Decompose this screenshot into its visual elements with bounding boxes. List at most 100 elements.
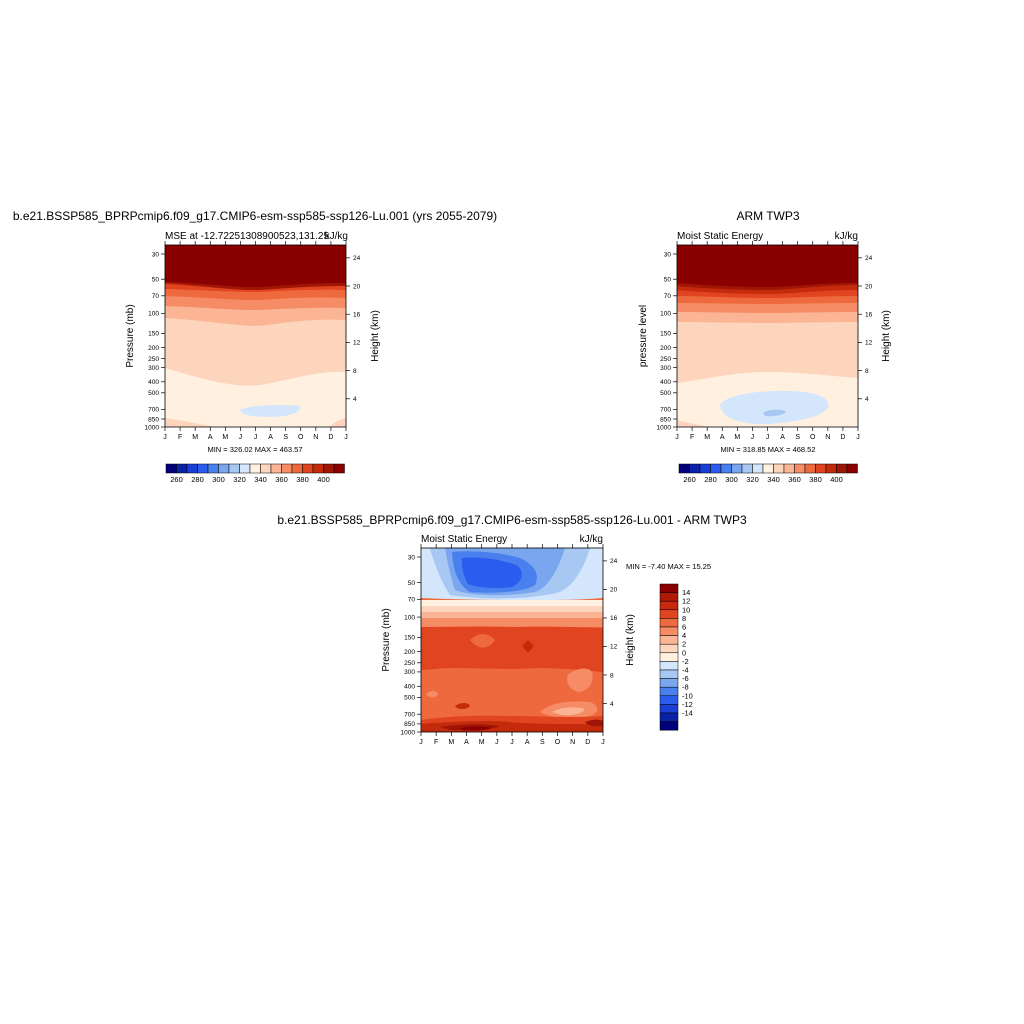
- y-right-tick-label: 8: [353, 368, 357, 375]
- x-tick-label: J: [751, 434, 755, 441]
- panel-diff-stats: MIN = -7.40 MAX = 15.25: [626, 562, 711, 571]
- x-tick-label: M: [192, 434, 198, 441]
- x-tick-label: D: [328, 434, 333, 441]
- colorbar-box: [659, 609, 679, 619]
- x-tick-label: J: [163, 434, 167, 441]
- colorbar-label: -2: [682, 657, 689, 666]
- colorbar-label: 380: [296, 475, 309, 484]
- colorbar-label: 280: [704, 475, 717, 484]
- y-tick-label: 30: [664, 251, 672, 258]
- colorbar-label: 6: [682, 623, 686, 632]
- colorbar-box: [699, 463, 711, 474]
- panel-obs-ylabel: pressure level: [638, 305, 649, 367]
- colorbar-label: -14: [682, 709, 693, 718]
- colorbar-box: [165, 463, 177, 474]
- panel-model-subtitle: MSE at -12.72251308900523,131.25: [165, 231, 329, 242]
- x-tick-label: J: [510, 739, 514, 746]
- colorbar-label: -4: [682, 666, 689, 675]
- y-tick-label: 250: [404, 660, 415, 667]
- x-tick-label: S: [540, 739, 545, 746]
- colorbar-box: [659, 643, 679, 654]
- x-tick-label: A: [525, 739, 530, 746]
- x-tick-label: O: [298, 434, 304, 441]
- colorbar-box: [228, 463, 240, 474]
- colorbar-label: 400: [830, 475, 843, 484]
- colorbar-box: [773, 463, 785, 474]
- y-tick-label: 500: [404, 695, 415, 702]
- y-right-tick-label: 8: [865, 368, 869, 375]
- colorbar-box: [659, 583, 679, 593]
- x-tick-label: M: [734, 434, 740, 441]
- y-tick-label: 700: [404, 711, 415, 718]
- x-tick-label: J: [495, 739, 499, 746]
- y-right-tick-label: 8: [610, 672, 614, 679]
- colorbar-box: [836, 463, 848, 474]
- x-tick-label: J: [856, 434, 860, 441]
- y-tick-label: 30: [152, 251, 160, 258]
- y-right-tick-label: 12: [353, 340, 361, 347]
- panel-obs-contours: [677, 245, 858, 427]
- colorbar-label: -10: [682, 691, 693, 700]
- panel-obs-ylabel-right: Height (km): [881, 310, 892, 362]
- colorbar-box: [659, 721, 679, 731]
- y-right-tick-label: 20: [865, 283, 873, 290]
- y-tick-label: 1000: [401, 729, 416, 736]
- colorbar-box: [281, 463, 293, 474]
- y-right-tick-label: 12: [610, 644, 618, 651]
- panel-model: b.e21.BSSP585_BPRPcmip6.f09_g17.CMIP6-es…: [13, 209, 497, 484]
- colorbar-box: [186, 463, 198, 474]
- y-tick-label: 500: [660, 390, 671, 397]
- panel-model-ylabel: Pressure (mb): [125, 304, 136, 367]
- panel-model-colorbar: 260 280 300 320 340 360 380 400: [165, 463, 345, 484]
- colorbar-box: [804, 463, 816, 474]
- y-right-tick-label: 20: [610, 587, 618, 594]
- panel-model-stats: MIN = 326.02 MAX = 463.57: [207, 445, 302, 454]
- x-tick-label: D: [840, 434, 845, 441]
- colorbar-box: [176, 463, 188, 474]
- colorbar-box: [741, 463, 753, 474]
- y-tick-label: 150: [404, 635, 415, 642]
- panel-diff-title: b.e21.BSSP585_BPRPcmip6.f09_g17.CMIP6-es…: [277, 513, 747, 527]
- y-tick-label: 500: [148, 390, 159, 397]
- colorbar-box: [323, 463, 335, 474]
- colorbar-box: [762, 463, 774, 474]
- panel-diff-contours: [421, 548, 603, 732]
- x-tick-label: J: [675, 434, 679, 441]
- colorbar-box: [312, 463, 324, 474]
- colorbar-box: [815, 463, 827, 474]
- colorbar-box: [659, 704, 679, 714]
- x-tick-label: J: [601, 739, 605, 746]
- colorbar-label: 280: [191, 475, 204, 484]
- y-tick-label: 300: [148, 365, 159, 372]
- colorbar-box: [659, 618, 679, 628]
- colorbar-label: 4: [682, 631, 686, 640]
- colorbar-box: [218, 463, 230, 474]
- y-right-tick-label: 4: [353, 396, 357, 403]
- colorbar-label: 320: [746, 475, 759, 484]
- y-tick-label: 850: [148, 416, 159, 423]
- y-tick-label: 150: [660, 331, 671, 338]
- panel-diff-ticks: J F M A M J J A S O N D J 30 50 70 100 150 200 250 300 400 500…: [401, 544, 618, 746]
- colorbar-box: [846, 463, 858, 474]
- y-tick-label: 700: [660, 407, 671, 414]
- colorbar-box: [783, 463, 795, 474]
- y-tick-label: 250: [660, 356, 671, 363]
- colorbar-box: [659, 626, 679, 636]
- y-tick-label: 100: [148, 311, 159, 318]
- colorbar-label: 380: [809, 475, 822, 484]
- colorbar-label: -12: [682, 700, 693, 709]
- y-tick-label: 250: [148, 356, 159, 363]
- x-tick-label: N: [313, 434, 318, 441]
- y-right-tick-label: 16: [353, 312, 361, 319]
- y-tick-label: 850: [404, 721, 415, 728]
- y-tick-label: 200: [404, 649, 415, 656]
- x-tick-label: A: [464, 739, 469, 746]
- y-right-tick-label: 20: [353, 283, 361, 290]
- x-tick-label: J: [239, 434, 243, 441]
- y-right-tick-label: 4: [865, 396, 869, 403]
- x-tick-label: J: [254, 434, 258, 441]
- y-tick-label: 30: [408, 554, 416, 561]
- x-tick-label: A: [720, 434, 725, 441]
- y-tick-label: 300: [660, 365, 671, 372]
- panel-model-ylabel-right: Height (km): [370, 310, 381, 362]
